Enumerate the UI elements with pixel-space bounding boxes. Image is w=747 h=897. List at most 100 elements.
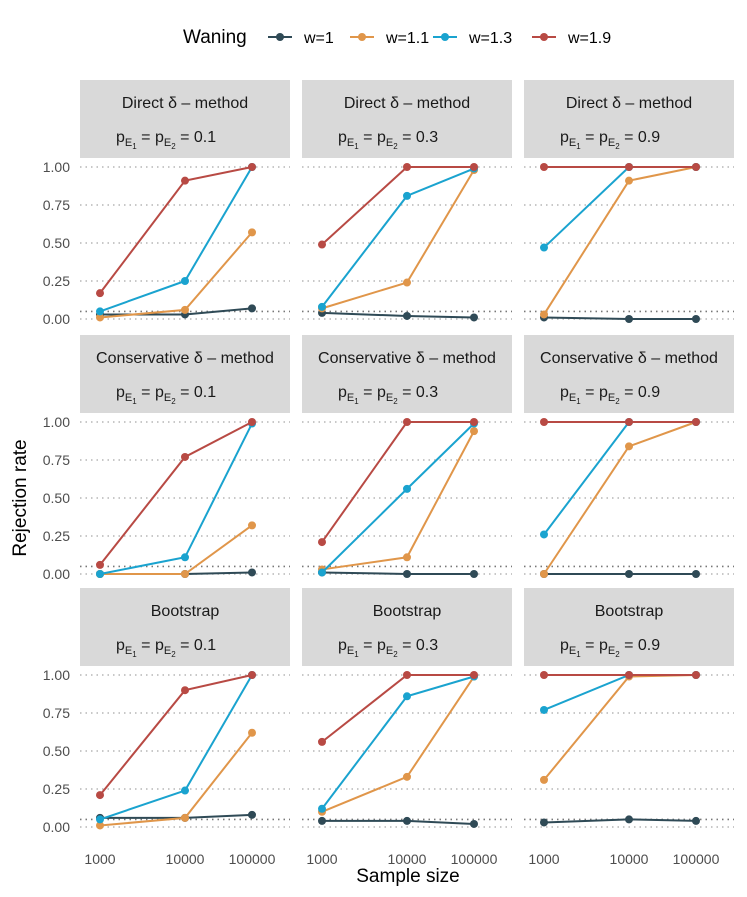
facet-strip: Conservative δ – method pE1 = pE2 = 0.3	[302, 335, 512, 413]
data-point	[248, 228, 256, 237]
facet-panel	[302, 418, 512, 578]
facet-col-label: pE1 = pE2 = 0.3	[338, 129, 438, 151]
y-axis-label: Rejection rate	[10, 439, 31, 556]
data-point	[403, 418, 411, 426]
y-tick-label: 0.00	[43, 819, 70, 835]
series-line	[99, 674, 253, 821]
data-point	[248, 304, 256, 313]
x-tick-label: 10000	[166, 851, 205, 867]
y-tick-label: 1.00	[43, 667, 70, 683]
data-point	[248, 163, 256, 171]
facet-col-label: pE1 = pE2 = 0.9	[560, 129, 660, 151]
facet-strip: Conservative δ – method pE1 = pE2 = 0.9	[524, 335, 734, 413]
data-point	[625, 418, 633, 426]
series-line	[543, 421, 696, 536]
data-point	[403, 671, 411, 679]
series-line	[99, 421, 253, 566]
facet-row-label: Conservative δ – method	[318, 350, 496, 367]
facet-strip-bg	[524, 588, 734, 666]
data-point	[692, 418, 700, 426]
data-point	[96, 289, 104, 298]
data-point	[181, 277, 189, 285]
data-point	[248, 568, 256, 577]
legend: Waning w=1 w=1.1 w=1.3 w=1.9	[183, 27, 611, 48]
data-point	[540, 530, 548, 539]
data-point	[96, 821, 104, 830]
data-point	[540, 705, 548, 714]
facet-panel	[80, 671, 290, 830]
facet-panel	[80, 418, 290, 578]
data-point	[540, 818, 548, 827]
facet-row-label: Direct δ – method	[344, 95, 470, 112]
legend-key-point	[540, 33, 548, 41]
series-line	[99, 674, 253, 796]
series-line	[100, 813, 253, 819]
facet-row-label: Direct δ – method	[122, 95, 248, 112]
series-line	[321, 571, 474, 575]
legend-entry-label: w=1.3	[468, 30, 512, 47]
y-tick-label: 0.75	[43, 705, 70, 721]
data-point	[540, 775, 548, 784]
x-axes: 1000 10000 100000 1000 10000 100000 1000 10000 1…	[84, 851, 719, 867]
facet-col-label: pE1 = pE2 = 0.9	[560, 637, 660, 659]
data-point	[625, 163, 633, 171]
data-point	[540, 310, 548, 319]
facet-col-label: pE1 = pE2 = 0.9	[560, 384, 660, 406]
x-tick-label: 100000	[229, 851, 276, 867]
data-point	[470, 313, 478, 322]
facet-panel	[524, 418, 734, 578]
facet-col-label: pE1 = pE2 = 0.1	[116, 637, 216, 659]
facet-strip: Bootstrap pE1 = pE2 = 0.1	[80, 588, 290, 666]
facet-row-label: Bootstrap	[151, 603, 220, 620]
facet-strip: Direct δ – method pE1 = pE2 = 0.1	[80, 80, 290, 158]
data-point	[318, 240, 326, 249]
legend-key-point	[358, 33, 366, 41]
x-tick-label: 1000	[84, 851, 115, 867]
data-point	[96, 307, 104, 316]
series-line	[543, 166, 697, 315]
facet-strip-bg	[524, 80, 734, 158]
data-point	[318, 302, 326, 311]
facet-strip: Bootstrap pE1 = pE2 = 0.9	[524, 588, 734, 666]
facet-row-label: Direct δ – method	[566, 95, 692, 112]
facet-strip-bg	[80, 588, 290, 666]
y-tick-label: 0.25	[43, 528, 70, 544]
facet-panel	[524, 163, 734, 323]
data-point	[181, 176, 189, 185]
facet-strip: Conservative δ – method pE1 = pE2 = 0.1	[80, 335, 290, 413]
data-point	[625, 570, 633, 578]
series-line	[99, 166, 253, 294]
y-axes: 0.00 0.25 0.50 0.75 1.00 0.00 0.25 0.50 0.75 1.00…	[43, 159, 70, 835]
facet-panel	[80, 163, 290, 322]
legend-key-point	[276, 33, 284, 41]
data-point	[540, 671, 548, 679]
data-point	[540, 570, 548, 578]
data-point	[318, 816, 326, 825]
x-tick-label: 10000	[388, 851, 427, 867]
data-point	[625, 671, 633, 679]
data-point	[181, 553, 189, 562]
series-line	[99, 166, 253, 313]
data-point	[96, 560, 104, 569]
series-line	[543, 166, 696, 249]
data-point	[625, 815, 633, 824]
facet-strip-bg	[80, 335, 290, 413]
y-tick-label: 0.00	[43, 311, 70, 327]
y-tick-label: 0.50	[43, 743, 70, 759]
data-point	[540, 418, 548, 426]
legend-entry-label: w=1.1	[385, 30, 429, 47]
data-point	[692, 315, 700, 323]
data-point	[403, 816, 411, 825]
x-tick-label: 100000	[451, 851, 498, 867]
data-point	[181, 813, 189, 822]
data-point	[318, 804, 326, 813]
data-point	[403, 163, 411, 171]
legend-key-point	[441, 33, 449, 41]
data-point	[181, 686, 189, 695]
data-point	[181, 786, 189, 795]
facet-strip-bg	[524, 335, 734, 413]
x-tick-label: 1000	[306, 851, 337, 867]
data-point	[248, 728, 256, 737]
